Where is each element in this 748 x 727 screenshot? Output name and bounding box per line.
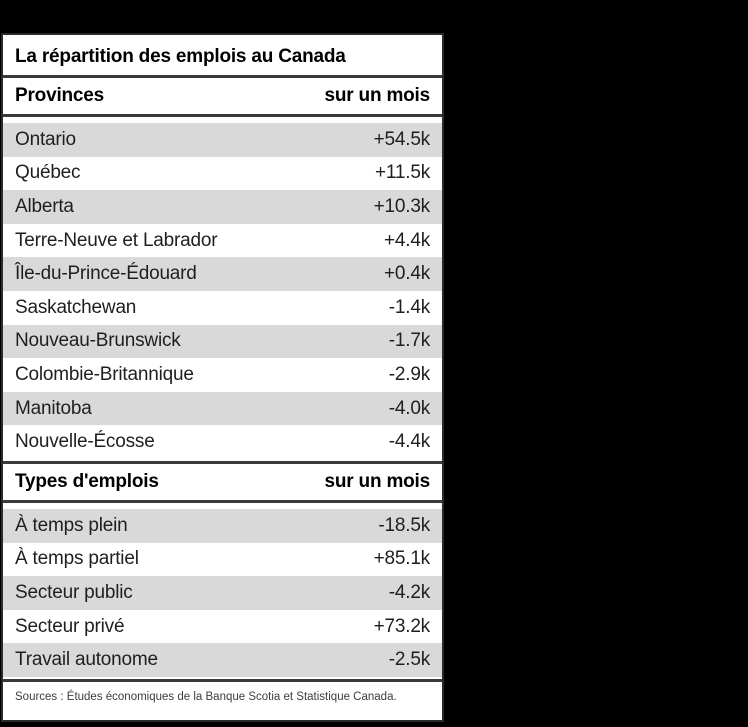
row-label: Manitoba [15, 397, 92, 419]
card-title: La répartition des emplois au Canada [15, 46, 346, 67]
table-row: Alberta +10.3k [3, 190, 442, 224]
row-label: À temps partiel [15, 548, 139, 570]
table-row: Nouveau-Brunswick -1.7k [3, 324, 442, 359]
row-value: -1.7k [388, 330, 430, 352]
section-value-label: sur un mois [324, 85, 431, 106]
row-value: +85.1k [373, 548, 431, 570]
row-label: Secteur public [15, 581, 133, 603]
row-label: Alberta [15, 195, 74, 217]
row-value: +73.2k [373, 615, 431, 637]
section-header-provinces: Provinces sur un mois [3, 78, 442, 114]
table-row: À temps plein -18.5k [3, 508, 442, 543]
row-value: +0.4k [383, 263, 430, 285]
row-value: +4.4k [383, 229, 430, 251]
table-row: À temps partiel +85.1k [3, 543, 442, 577]
row-label: Saskatchewan [15, 296, 137, 318]
row-value: -4.0k [388, 397, 430, 419]
section-header-types: Types d'emplois sur un mois [3, 464, 442, 500]
table-row: Secteur privé +73.2k [3, 610, 442, 644]
row-value: -2.9k [388, 363, 430, 385]
jobs-table-card: La répartition des emplois au Canada Pro… [1, 33, 444, 722]
header-divider [3, 114, 442, 117]
table-row: Travail autonome -2.5k [3, 643, 442, 677]
row-value: +11.5k [375, 162, 430, 184]
row-label: Nouveau-Brunswick [15, 330, 181, 352]
section-label: Provinces [15, 85, 105, 106]
row-value: -1.4k [388, 296, 430, 318]
row-label: À temps plein [15, 514, 128, 536]
row-value: -2.5k [388, 649, 430, 671]
title-divider [3, 75, 442, 78]
table-row: Île-du-Prince-Édouard +0.4k [3, 257, 442, 291]
row-label: Île-du-Prince-Édouard [15, 263, 197, 285]
table-row: Nouvelle-Écosse -4.4k [3, 425, 442, 459]
section-label: Types d'emplois [15, 470, 159, 492]
table-row: Ontario +54.5k [3, 123, 442, 157]
table-row: Saskatchewan -1.4k [3, 291, 442, 325]
header-divider [3, 499, 442, 503]
table-row: Secteur public -4.2k [3, 576, 442, 610]
section-value-label: sur un mois [324, 470, 431, 492]
row-value: -4.4k [388, 431, 430, 453]
sources-note: Sources : Études économiques de la Banqu… [15, 690, 397, 703]
provinces-rows: Ontario +54.5k Québec +11.5k Alberta +10… [3, 123, 442, 459]
row-label: Travail autonome [15, 649, 158, 671]
row-value: +10.3k [373, 195, 431, 217]
row-label: Québec [15, 162, 81, 184]
row-value: +54.5k [373, 128, 431, 150]
row-label: Nouvelle-Écosse [15, 431, 155, 453]
row-label: Ontario [15, 128, 76, 150]
row-label: Terre-Neuve et Labrador [15, 229, 218, 251]
row-label: Secteur privé [15, 615, 125, 637]
types-rows: À temps plein -18.5k À temps partiel +85… [3, 508, 442, 677]
table-row: Terre-Neuve et Labrador +4.4k [3, 224, 442, 258]
section-divider [3, 460, 442, 464]
row-value: -4.2k [388, 581, 430, 603]
row-value: -18.5k [378, 514, 430, 536]
table-row: Colombie-Britannique -2.9k [3, 358, 442, 392]
table-row: Québec +11.5k [3, 157, 442, 191]
row-label: Colombie-Britannique [15, 363, 194, 385]
footer-divider [3, 678, 442, 682]
table-row: Manitoba -4.0k [3, 391, 442, 426]
